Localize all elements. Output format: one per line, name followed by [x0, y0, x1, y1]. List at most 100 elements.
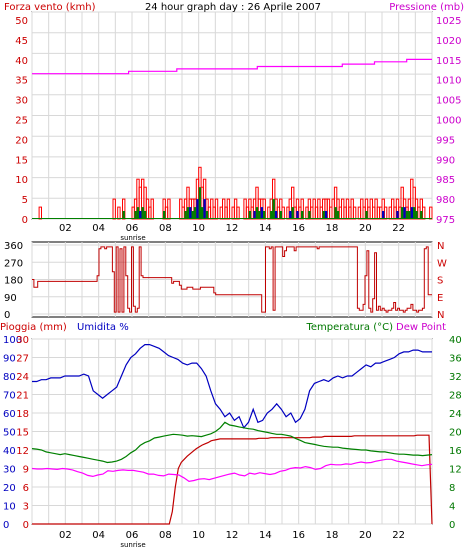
humidity-line: [32, 344, 432, 429]
temperature-tick-label: 12: [449, 465, 462, 476]
sunrise-label-top: sunrise: [120, 234, 145, 242]
humidity-tick-label: 0: [3, 520, 9, 531]
wind-average-bar: [382, 211, 385, 219]
wind-tick-label: 20: [15, 135, 28, 146]
wind-average-bar: [296, 211, 299, 219]
pressure-tick-label: 995: [436, 135, 455, 146]
wind-average-bar: [270, 211, 273, 219]
humidity-tick-label: 10: [3, 502, 16, 513]
temperature-tick-label: 36: [449, 354, 462, 365]
wind-average-bar: [263, 211, 266, 219]
climate-x-ticks: 02 04 06 08 10 12 14 16 18 20 22: [59, 530, 405, 541]
humidity-tick-label: 30: [3, 465, 16, 476]
wind-direction-line: [32, 246, 432, 313]
humidity-tick-label: 40: [3, 446, 16, 457]
wind-average-bar: [291, 207, 294, 219]
hour-tick-label: 14: [259, 223, 272, 234]
wind-average-bar: [141, 207, 144, 219]
wind-average-bar: [415, 211, 418, 219]
humidity-tick-label: 90: [3, 354, 16, 365]
pressure-y-ticks: 975 980 985 990 995 1000 1005 1010 1015 1020 1025: [436, 16, 461, 226]
wind-average-bar: [324, 211, 328, 219]
wind-average-bar: [191, 211, 194, 219]
rain-tick-label: 30: [16, 335, 29, 346]
humidity-tick-label: 80: [3, 372, 16, 383]
pressure-line: [32, 58, 432, 75]
hour-tick-label: 18: [326, 223, 339, 234]
wind-average-bar: [322, 211, 325, 219]
compass-tick-label: E: [437, 293, 443, 304]
hour-tick-label: 08: [159, 530, 172, 541]
temperature-tick-label: 0: [449, 520, 455, 531]
wind-average-bar: [396, 211, 399, 219]
wind-average-bar: [134, 211, 137, 219]
hour-tick-label: 10: [192, 223, 205, 234]
hour-tick-label: 10: [192, 530, 205, 541]
wind-tick-label: 35: [15, 76, 28, 87]
temperature-tick-label: 4: [449, 502, 455, 513]
wind-average-bar: [253, 211, 256, 219]
wind-x-ticks: 02 04 06 08 10 12 14 16 18 20 22: [59, 223, 405, 234]
wind-average-bar: [408, 211, 411, 219]
pressure-tick-label: 1025: [436, 16, 461, 27]
wind-average-bar: [143, 211, 147, 219]
wind-average-bar: [122, 211, 125, 219]
wind-average-bar: [139, 211, 142, 219]
rain-axis-label: Pioggia (mm): [0, 322, 67, 333]
humidity-tick-label: 70: [3, 391, 16, 402]
wind-average-bar: [308, 211, 311, 219]
temperature-tick-label: 24: [449, 409, 462, 420]
rain-tick-label: 12: [16, 446, 29, 457]
rain-tick-label: 21: [16, 391, 29, 402]
wind-average-bar: [136, 207, 140, 219]
pressure-tick-label: 1010: [436, 76, 461, 87]
rain-tick-label: 0: [23, 520, 29, 531]
hour-tick-label: 16: [292, 223, 305, 234]
hour-tick-label: 02: [59, 530, 72, 541]
humidity-y-ticks: 0 10 20 30 40 50 60 70 80 90 100: [3, 335, 22, 531]
temperature-tick-label: 20: [449, 428, 462, 439]
degree-tick-label: 270: [4, 258, 23, 269]
temperature-tick-label: 16: [449, 446, 462, 457]
wind-average-bar: [334, 207, 337, 219]
degree-tick-label: 360: [4, 241, 23, 252]
wind-average-bar: [205, 211, 209, 219]
hour-tick-label: 04: [92, 530, 105, 541]
wind-y-ticks: 0 5 10 15 20 25 30 35 40 45 50: [15, 16, 28, 226]
rain-tick-label: 24: [16, 372, 29, 383]
wind-tick-label: 0: [22, 215, 28, 226]
hour-tick-label: 14: [259, 530, 272, 541]
wind-average-bar: [201, 207, 204, 219]
rain-tick-label: 9: [23, 465, 29, 476]
direction-degree-ticks: 0 90 180 270 360: [4, 241, 23, 321]
wind-tick-label: 10: [15, 175, 28, 186]
hour-tick-label: 06: [126, 530, 139, 541]
wind-average-bar: [203, 199, 206, 219]
hour-tick-label: 02: [59, 223, 72, 234]
wind-average-bar: [255, 207, 259, 219]
sunrise-label-bottom: sunrise: [120, 541, 145, 549]
wind-average-bar: [301, 211, 304, 219]
humidity-tick-label: 100: [3, 335, 22, 346]
hour-tick-label: 16: [292, 530, 305, 541]
wind-bars: [32, 166, 433, 220]
hour-tick-label: 08: [159, 223, 172, 234]
temperature-tick-label: 8: [449, 483, 455, 494]
temperature-line: [31, 421, 433, 464]
wind-tick-label: 50: [15, 16, 28, 27]
humidity-axis-label: Umidita %: [77, 322, 129, 333]
wind-average-bar: [279, 211, 282, 219]
temperature-tick-label: 40: [449, 335, 462, 346]
wind-average-bar: [258, 211, 261, 219]
rain-line: [32, 434, 433, 525]
wind-average-bar: [274, 211, 278, 219]
wind-tick-label: 45: [15, 36, 28, 47]
wind-average-bar: [193, 207, 197, 219]
wind-average-bar: [196, 199, 199, 219]
hour-tick-label: 20: [359, 530, 372, 541]
wind-average-bar: [336, 211, 340, 219]
degree-tick-label: 0: [4, 310, 10, 321]
hour-tick-label: 22: [392, 530, 405, 541]
